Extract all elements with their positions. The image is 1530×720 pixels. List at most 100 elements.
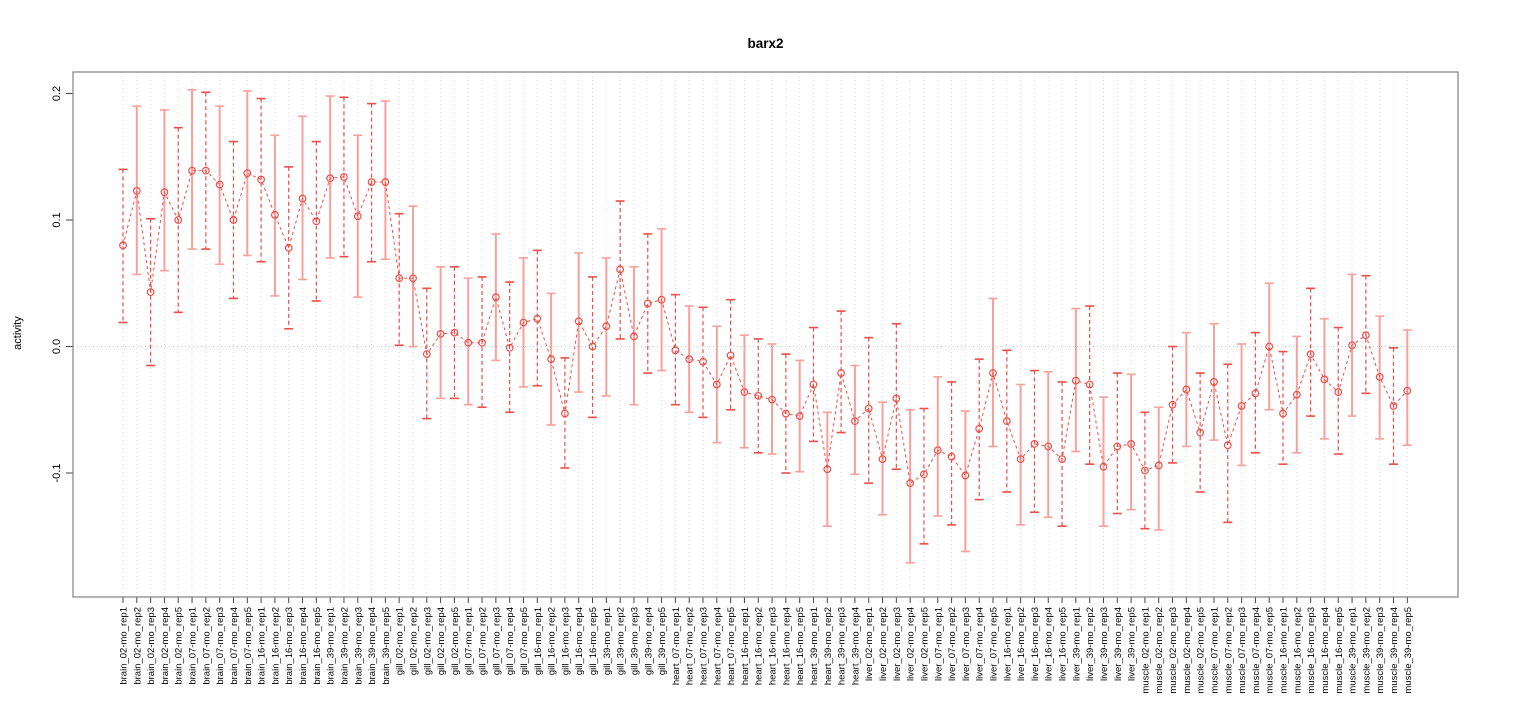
y-tick-label: 0.0 [51, 339, 63, 354]
x-tick-label: gill_39-mo_rep1 [602, 607, 613, 675]
x-tick-label: muscle_39-mo_rep3 [1375, 607, 1386, 694]
x-tick-label: brain_16-mo_rep1 [257, 607, 268, 685]
x-tick-label: gill_02-mo_rep5 [450, 607, 461, 675]
data-point [1168, 400, 1177, 409]
x-tick-label: heart_07-mo_rep1 [671, 607, 682, 685]
data-point [1251, 389, 1260, 398]
x-tick-label: muscle_39-mo_rep1 [1348, 607, 1359, 694]
data-point [395, 274, 404, 283]
x-tick-label: liver_02-mo_rep1 [864, 607, 875, 681]
x-tick-label: brain_16-mo_rep4 [298, 607, 309, 685]
data-point [643, 299, 652, 308]
x-tick-label: liver_16-mo_rep4 [1044, 607, 1055, 681]
data-point [920, 470, 928, 479]
data-point [271, 211, 279, 219]
x-tick-label: heart_16-mo_rep1 [740, 607, 751, 685]
data-point [961, 471, 970, 480]
x-tick-label: gill_16-mo_rep4 [574, 607, 585, 675]
x-tick-label: muscle_39-mo_rep5 [1403, 607, 1414, 694]
x-tick-label: heart_07-mo_rep5 [726, 607, 737, 685]
x-tick-label: liver_02-mo_rep5 [919, 607, 930, 681]
data-point [1306, 350, 1315, 359]
x-tick-label: gill_07-mo_rep1 [464, 607, 475, 675]
data-point [768, 395, 776, 404]
data-point [1154, 461, 1163, 470]
x-tick-label: gill_02-mo_rep1 [395, 607, 406, 675]
x-tick-label: brain_39-mo_rep3 [353, 607, 364, 685]
data-point [312, 217, 321, 226]
data-point [547, 355, 555, 364]
x-tick-label: brain_39-mo_rep4 [367, 607, 378, 685]
data-point [1320, 375, 1329, 384]
y-tick-label: -0.1 [51, 464, 63, 483]
x-tick-label: brain_02-mo_rep1 [119, 607, 130, 685]
data-point [989, 369, 997, 377]
x-tick-label: brain_16-mo_rep2 [270, 607, 281, 685]
data-point [823, 465, 832, 474]
x-tick-label: heart_39-mo_rep2 [823, 607, 834, 685]
data-point [561, 409, 569, 418]
data-point [1223, 441, 1232, 450]
data-point [422, 350, 431, 359]
data-point [630, 332, 638, 341]
data-point [1058, 455, 1066, 464]
x-tick-label: brain_02-mo_rep5 [174, 607, 185, 685]
x-tick-label: liver_07-mo_rep4 [975, 607, 986, 681]
x-tick-label: muscle_07-mo_rep1 [1209, 607, 1220, 694]
x-tick-label: muscle_39-mo_rep4 [1389, 607, 1400, 694]
data-point [478, 338, 486, 347]
x-tick-label: muscle_07-mo_rep3 [1237, 607, 1248, 694]
data-point [864, 404, 873, 413]
data-point [215, 180, 224, 189]
x-tick-label: heart_07-mo_rep4 [712, 607, 723, 685]
data-point [1099, 462, 1108, 471]
x-tick-label: muscle_02-mo_rep2 [1154, 607, 1165, 694]
y-tick-label: 0.1 [51, 212, 63, 227]
data-point [685, 355, 694, 364]
x-tick-label: muscle_02-mo_rep5 [1196, 607, 1207, 694]
x-tick-label: liver_16-mo_rep1 [1002, 607, 1013, 681]
x-tick-label: liver_39-mo_rep5 [1127, 607, 1138, 681]
x-tick-label: heart_39-mo_rep4 [850, 607, 861, 685]
data-point [906, 479, 915, 488]
data-point [353, 212, 362, 221]
x-tick-label: muscle_39-mo_rep2 [1361, 607, 1372, 694]
data-point [243, 169, 252, 178]
data-point [892, 394, 901, 403]
data-point [574, 317, 583, 326]
x-tick-label: heart_16-mo_rep5 [795, 607, 806, 685]
x-tick-label: liver_16-mo_rep3 [1030, 607, 1041, 681]
data-point [1196, 428, 1205, 437]
x-tick-label: liver_16-mo_rep2 [1016, 607, 1027, 681]
data-point [616, 265, 625, 274]
x-tick-label: gill_07-mo_rep3 [491, 607, 502, 675]
data-point [1002, 417, 1011, 426]
x-tick-label: heart_39-mo_rep1 [809, 607, 820, 685]
x-tick-label: liver_02-mo_rep2 [878, 607, 889, 681]
data-point [188, 166, 196, 175]
x-tick-label: muscle_07-mo_rep4 [1251, 607, 1262, 694]
x-tick-label: brain_07-mo_rep2 [201, 607, 212, 685]
x-tick-label: gill_16-mo_rep3 [560, 607, 571, 675]
data-point [436, 329, 445, 338]
x-tick-label: heart_16-mo_rep2 [754, 607, 765, 685]
data-point [1237, 402, 1246, 410]
x-tick-label: liver_07-mo_rep5 [989, 607, 1000, 681]
data-point [712, 380, 721, 389]
data-point [671, 346, 680, 355]
x-tick-label: heart_16-mo_rep4 [781, 607, 792, 685]
data-point [851, 417, 859, 426]
data-point [657, 295, 666, 304]
plot-border [72, 71, 1459, 598]
data-point [1292, 390, 1301, 399]
x-tick-label: liver_16-mo_rep5 [1058, 607, 1069, 681]
data-point [699, 357, 707, 366]
data-point [464, 338, 473, 347]
data-point [795, 412, 804, 420]
x-tick-label: muscle_16-mo_rep1 [1279, 607, 1290, 694]
y-tick-label: 0.2 [51, 86, 63, 101]
x-tick-label: gill_02-mo_rep2 [409, 607, 420, 675]
x-tick-label: brain_02-mo_rep2 [132, 607, 143, 685]
data-point [1127, 440, 1136, 448]
